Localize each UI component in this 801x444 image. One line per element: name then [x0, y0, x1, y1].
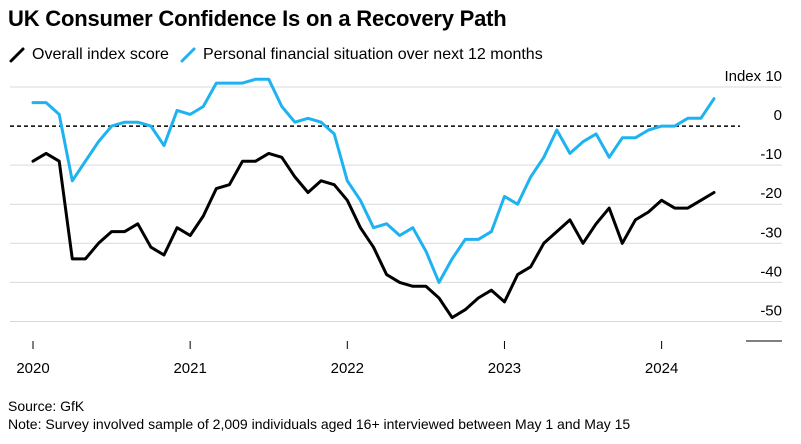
y-tick-label: 0 [774, 107, 782, 124]
y-tick-label: -20 [760, 185, 782, 202]
source-note: Source: GfK [8, 398, 85, 414]
y-tick-label: Index 10 [724, 68, 782, 85]
y-tick-label: -10 [760, 146, 782, 163]
overall-index-line [31, 151, 716, 320]
x-tick-label: 2022 [331, 360, 364, 377]
y-tick-label: -30 [760, 224, 782, 241]
legend-swatch-personal [180, 47, 196, 63]
y-tick-label: -40 [760, 263, 782, 280]
y-tick-label: -50 [760, 302, 782, 319]
legend-item-personal: Personal financial situation over next 1… [179, 46, 543, 64]
legend-label-overall: Overall index score [32, 46, 169, 63]
x-tick-label: 2020 [16, 360, 49, 377]
x-tick-label: 2024 [645, 360, 678, 377]
legend: Overall index score Personal financial s… [8, 46, 553, 64]
x-tick-label: 2023 [488, 360, 521, 377]
legend-item-overall: Overall index score [8, 46, 169, 64]
line-chart: Index 10 0 -10 -20 -30 -40 -50 2020 2021 2022 2023… [10, 68, 782, 377]
chart-title: UK Consumer Confidence Is on a Recovery … [8, 6, 507, 31]
legend-swatch-overall [9, 47, 25, 63]
personal-financial-line [31, 77, 716, 284]
legend-label-personal: Personal financial situation over next 1… [202, 46, 543, 63]
x-tick-label: 2021 [173, 360, 206, 377]
survey-note: Note: Survey involved sample of 2,009 in… [8, 416, 631, 432]
